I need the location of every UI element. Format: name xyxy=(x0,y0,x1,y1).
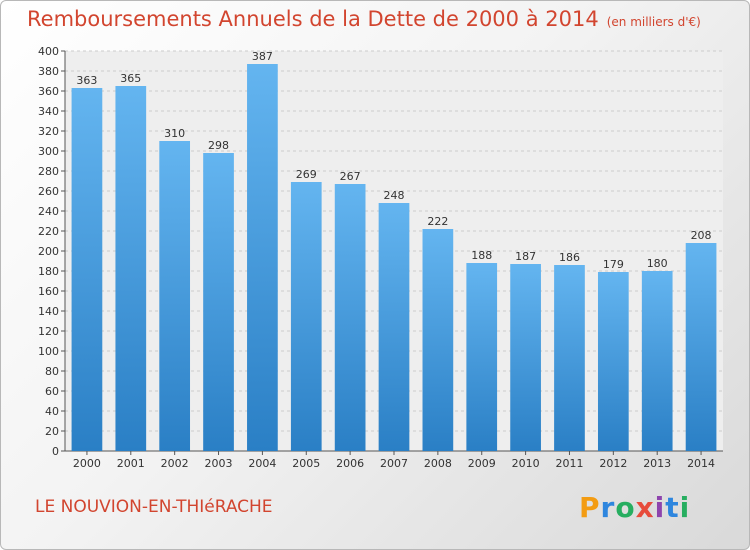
unit-note: (en milliers d'€) xyxy=(606,15,701,29)
y-tick-label: 140 xyxy=(38,305,59,318)
y-tick-label: 20 xyxy=(45,425,59,438)
bar-value-label: 248 xyxy=(384,189,405,202)
x-tick-label: 2000 xyxy=(73,457,101,470)
y-tick-label: 360 xyxy=(38,85,59,98)
bar-value-label: 186 xyxy=(559,251,580,264)
y-tick-label: 120 xyxy=(38,325,59,338)
y-tick-label: 340 xyxy=(38,105,59,118)
y-tick-label: 400 xyxy=(38,45,59,58)
bar xyxy=(159,141,191,451)
y-tick-label: 380 xyxy=(38,65,59,78)
bar-value-label: 298 xyxy=(208,139,229,152)
bar xyxy=(641,271,673,451)
bar xyxy=(334,184,366,451)
x-tick-label: 2010 xyxy=(512,457,540,470)
x-tick-label: 2004 xyxy=(248,457,276,470)
bar-value-label: 222 xyxy=(427,215,448,228)
bar-value-label: 267 xyxy=(340,170,361,183)
y-tick-label: 100 xyxy=(38,345,59,358)
y-tick-label: 280 xyxy=(38,165,59,178)
bar xyxy=(466,263,498,451)
logo-letter: o xyxy=(615,491,636,524)
bar xyxy=(422,229,454,451)
y-tick-label: 320 xyxy=(38,125,59,138)
proxiti-logo: Proxiti xyxy=(579,491,690,524)
y-tick-label: 260 xyxy=(38,185,59,198)
logo-letter: x xyxy=(635,491,655,524)
y-tick-label: 200 xyxy=(38,245,59,258)
bar-value-label: 188 xyxy=(471,249,492,262)
x-tick-label: 2008 xyxy=(424,457,452,470)
bar xyxy=(115,86,147,451)
bar xyxy=(685,243,717,451)
bar xyxy=(378,203,410,451)
y-tick-label: 60 xyxy=(45,385,59,398)
x-tick-label: 2014 xyxy=(687,457,715,470)
bar-value-label: 387 xyxy=(252,50,273,63)
chart-title: Remboursements Annuels de la Dette de 20… xyxy=(27,7,701,31)
y-tick-label: 220 xyxy=(38,225,59,238)
bar xyxy=(597,272,629,451)
x-tick-label: 2011 xyxy=(555,457,583,470)
bar-value-label: 179 xyxy=(603,258,624,271)
y-tick-label: 240 xyxy=(38,205,59,218)
bar xyxy=(290,182,322,451)
logo-letter: r xyxy=(600,491,616,524)
y-tick-label: 40 xyxy=(45,405,59,418)
commune-name: LE NOUVION-EN-THIéRACHE xyxy=(35,497,273,517)
bar-value-label: 310 xyxy=(164,127,185,140)
y-tick-label: 180 xyxy=(38,265,59,278)
y-tick-label: 160 xyxy=(38,285,59,298)
bar-value-label: 180 xyxy=(647,257,668,270)
x-tick-label: 2002 xyxy=(161,457,189,470)
y-tick-label: 80 xyxy=(45,365,59,378)
logo-letter: P xyxy=(579,491,601,524)
x-tick-label: 2003 xyxy=(205,457,233,470)
bar xyxy=(71,88,103,451)
logo-letter: i xyxy=(654,491,666,524)
x-tick-label: 2009 xyxy=(468,457,496,470)
bar-value-label: 208 xyxy=(691,229,712,242)
x-tick-label: 2001 xyxy=(117,457,145,470)
chart-title-text: Remboursements Annuels de la Dette de 20… xyxy=(27,7,599,31)
bar xyxy=(203,153,234,451)
y-tick-label: 0 xyxy=(52,445,59,458)
bar-value-label: 365 xyxy=(120,72,141,85)
x-tick-label: 2006 xyxy=(336,457,364,470)
x-tick-label: 2012 xyxy=(599,457,627,470)
logo-letter: t xyxy=(665,491,680,524)
logo-letter: i xyxy=(679,491,691,524)
bar xyxy=(510,264,541,451)
x-tick-label: 2007 xyxy=(380,457,408,470)
bar-value-label: 363 xyxy=(76,74,97,87)
x-tick-label: 2013 xyxy=(643,457,671,470)
bar-value-label: 269 xyxy=(296,168,317,181)
y-tick-label: 300 xyxy=(38,145,59,158)
bar-value-label: 187 xyxy=(515,250,536,263)
bar xyxy=(247,64,278,451)
x-tick-label: 2005 xyxy=(292,457,320,470)
bar xyxy=(554,265,585,451)
